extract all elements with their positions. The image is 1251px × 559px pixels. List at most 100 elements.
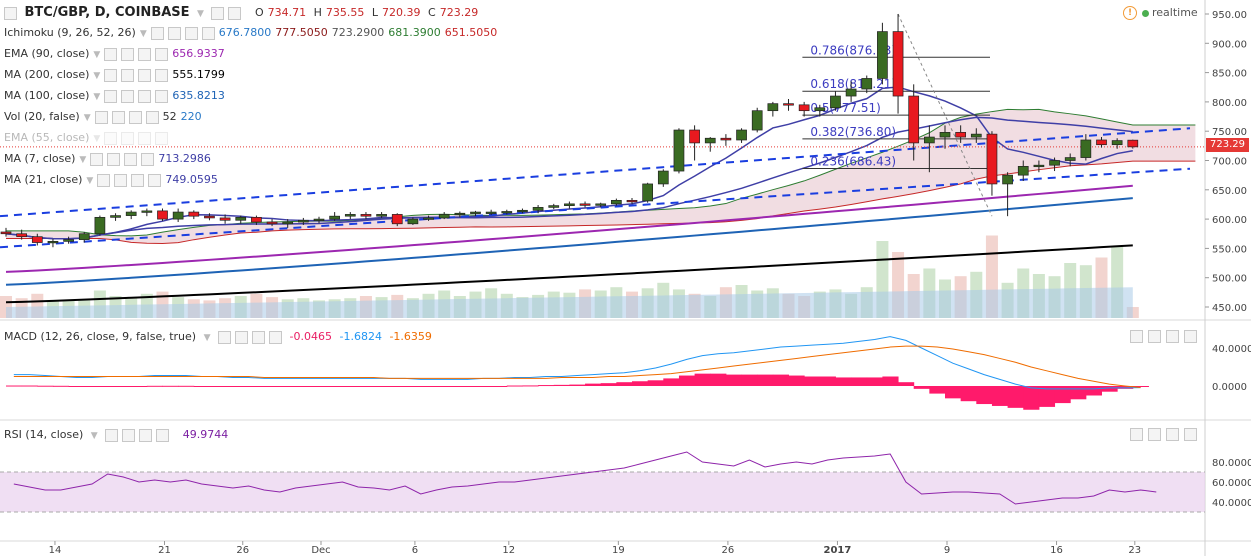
- settings-icon[interactable]: [121, 47, 135, 61]
- eye-icon[interactable]: [218, 330, 232, 344]
- settings-icon[interactable]: [111, 110, 125, 124]
- chevron-down-icon[interactable]: ▼: [93, 50, 101, 60]
- macd-histogram-bar: [866, 377, 883, 386]
- add-icon[interactable]: [138, 68, 152, 82]
- add-icon[interactable]: [138, 89, 152, 103]
- ma-200-line: [5, 244, 1133, 304]
- close-icon[interactable]: [1184, 329, 1197, 343]
- macd-histogram-bar: [663, 378, 680, 386]
- macd-title[interactable]: MACD (12, 26, close, 9, false, true): [4, 330, 197, 343]
- add-icon[interactable]: [138, 131, 152, 145]
- macd-histogram-bar: [240, 386, 257, 387]
- indicator-name[interactable]: MA (200, close): [4, 68, 90, 81]
- settings-icon[interactable]: [228, 6, 242, 20]
- candle-body: [438, 214, 450, 219]
- eye-icon[interactable]: [104, 68, 118, 82]
- close-icon[interactable]: [148, 173, 162, 187]
- settings-icon[interactable]: [121, 89, 135, 103]
- settings-icon[interactable]: [235, 330, 249, 344]
- close-icon[interactable]: [155, 68, 169, 82]
- eye-icon[interactable]: [150, 26, 164, 40]
- close-icon[interactable]: [1184, 427, 1197, 441]
- add-icon[interactable]: [252, 330, 266, 344]
- add-icon[interactable]: [184, 26, 198, 40]
- indicator-name[interactable]: MA (21, close): [4, 173, 83, 186]
- indicator-name[interactable]: Vol (20, false): [4, 110, 80, 123]
- candle: [0, 227, 12, 237]
- eye-icon[interactable]: [104, 89, 118, 103]
- eye-icon[interactable]: [104, 47, 118, 61]
- close-icon[interactable]: [156, 428, 170, 442]
- add-icon[interactable]: [131, 173, 145, 187]
- settings-icon[interactable]: [114, 173, 128, 187]
- candle-body: [251, 216, 262, 223]
- indicator-name[interactable]: EMA (55, close): [4, 131, 90, 144]
- candle: [689, 125, 700, 161]
- macd-histogram-bar: [1023, 386, 1040, 410]
- close-icon[interactable]: [145, 110, 159, 124]
- move-up-icon[interactable]: [1130, 427, 1143, 441]
- chevron-down-icon[interactable]: ▼: [93, 134, 101, 144]
- candle-body: [470, 211, 481, 214]
- settings-icon[interactable]: [121, 68, 135, 82]
- indicator-name[interactable]: EMA (90, close): [4, 47, 90, 60]
- chevron-down-icon[interactable]: ▼: [93, 71, 101, 81]
- macd-histogram-bar: [929, 386, 946, 394]
- chevron-down-icon[interactable]: ▼: [79, 155, 87, 165]
- candle: [783, 98, 794, 111]
- macd-histogram-bar: [945, 386, 962, 399]
- chevron-down-icon[interactable]: ▼: [203, 333, 211, 343]
- chevron-down-icon[interactable]: ▼: [83, 113, 91, 123]
- fib-level-label: 0.382(736.80): [810, 125, 896, 139]
- settings-icon[interactable]: [121, 131, 135, 145]
- indicator-name[interactable]: MA (7, close): [4, 152, 76, 165]
- candle: [344, 212, 356, 220]
- add-icon[interactable]: [128, 110, 142, 124]
- move-down-icon[interactable]: [1148, 329, 1161, 343]
- close-icon[interactable]: [201, 26, 215, 40]
- indicator-name[interactable]: MA (100, close): [4, 89, 90, 102]
- chevron-down-icon[interactable]: ▼: [86, 176, 94, 186]
- warning-icon[interactable]: !: [1123, 6, 1137, 20]
- settings-icon[interactable]: [122, 428, 136, 442]
- realtime-status[interactable]: ! realtime: [1123, 6, 1198, 20]
- symbol-title[interactable]: BTC/GBP, D, COINBASE: [24, 5, 190, 20]
- close-icon[interactable]: [155, 131, 169, 145]
- chevron-down-icon[interactable]: ▼: [197, 9, 204, 19]
- add-icon[interactable]: [124, 152, 138, 166]
- macd-histogram-bar: [1007, 386, 1024, 408]
- candle-body: [282, 221, 294, 225]
- indicator-name[interactable]: Ichimoku (9, 26, 52, 26): [4, 26, 136, 39]
- eye-icon[interactable]: [94, 110, 108, 124]
- candle-body: [892, 31, 904, 97]
- settings-icon[interactable]: [167, 26, 181, 40]
- close-icon[interactable]: [269, 330, 283, 344]
- eye-icon[interactable]: [211, 6, 225, 20]
- eye-icon[interactable]: [97, 173, 111, 187]
- chevron-down-icon[interactable]: ▼: [90, 431, 98, 441]
- eye-icon[interactable]: [105, 428, 119, 442]
- rsi-tick-label: 40.0000: [1212, 498, 1251, 509]
- close-icon[interactable]: [141, 152, 155, 166]
- rsi-title[interactable]: RSI (14, close): [4, 428, 84, 441]
- realtime-label: realtime: [1152, 6, 1198, 19]
- chevron-down-icon[interactable]: ▼: [139, 29, 147, 39]
- macd-histogram-bar: [725, 374, 743, 386]
- add-icon[interactable]: [139, 428, 153, 442]
- candle-body: [642, 183, 654, 202]
- candle: [579, 201, 591, 208]
- settings-icon[interactable]: [107, 152, 121, 166]
- close-icon[interactable]: [155, 89, 169, 103]
- move-down-icon[interactable]: [1148, 427, 1161, 441]
- maximize-icon[interactable]: [1166, 427, 1179, 441]
- collapse-icon[interactable]: [4, 6, 17, 20]
- close-icon[interactable]: [155, 47, 169, 61]
- chevron-down-icon[interactable]: ▼: [93, 92, 101, 102]
- add-icon[interactable]: [138, 47, 152, 61]
- eye-icon[interactable]: [90, 152, 104, 166]
- candle: [955, 125, 967, 143]
- maximize-icon[interactable]: [1166, 329, 1179, 343]
- eye-icon[interactable]: [104, 131, 118, 145]
- move-up-icon[interactable]: [1130, 329, 1143, 343]
